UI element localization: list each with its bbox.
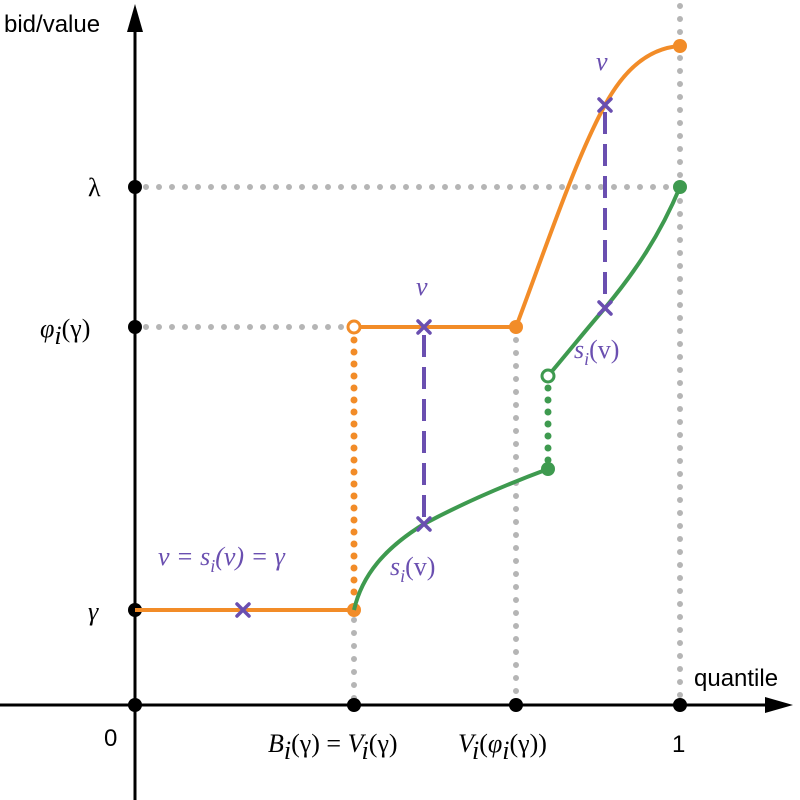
y-axis-title: bid/value xyxy=(4,11,100,38)
label-s-mid: si(v) xyxy=(390,552,435,586)
x-axis-arrow xyxy=(765,697,793,713)
orange-point-top xyxy=(673,39,687,53)
purple-crosses xyxy=(235,97,613,618)
y-tick-label-gamma: γ xyxy=(88,597,99,626)
origin-dot xyxy=(128,698,142,712)
cross-gamma xyxy=(235,602,251,618)
origin-label: 0 xyxy=(104,725,117,752)
cross-orange-right xyxy=(597,97,613,113)
orange-open-point-phi xyxy=(346,319,362,335)
x-tick-label-one: 1 xyxy=(672,731,685,758)
cross-green-right xyxy=(597,300,613,316)
x-axis-title: quantile xyxy=(694,665,778,692)
cross-green-mid xyxy=(416,516,432,532)
x-tick-label-v-phi: Vi(φi(γ)) xyxy=(458,729,547,765)
x-tick-label-b-v: Bi(γ) = Vi(γ) xyxy=(268,729,398,765)
orange-point-phi-end xyxy=(509,320,523,334)
green-point-top xyxy=(673,180,687,194)
y-tick-phi xyxy=(128,320,142,334)
cross-phi-mid xyxy=(416,319,432,335)
y-tick-label-lambda: λ xyxy=(88,173,101,202)
y-tick-lambda xyxy=(128,180,142,194)
axes: bid/value quantile xyxy=(0,4,793,800)
tick-dots xyxy=(128,180,687,712)
green-value-curve xyxy=(352,180,687,611)
orange-rising-curve xyxy=(514,44,681,328)
green-open-point xyxy=(540,368,556,384)
y-tick-label-phi: φi(γ) xyxy=(40,314,90,350)
label-v-right: v xyxy=(596,47,608,76)
green-point-lower-end xyxy=(541,462,555,476)
label-s-right: si(v) xyxy=(574,335,619,369)
label-equality: v = si(v) = γ xyxy=(158,542,286,576)
orange-bid-curve xyxy=(135,39,687,617)
label-v-mid: v xyxy=(416,272,428,301)
x-tick-b-gamma xyxy=(347,698,361,712)
grid-guides xyxy=(143,3,683,706)
y-axis-arrow xyxy=(127,4,143,32)
x-tick-v-phi xyxy=(509,698,523,712)
green-curve-lower xyxy=(352,467,549,611)
x-tick-one xyxy=(673,698,687,712)
